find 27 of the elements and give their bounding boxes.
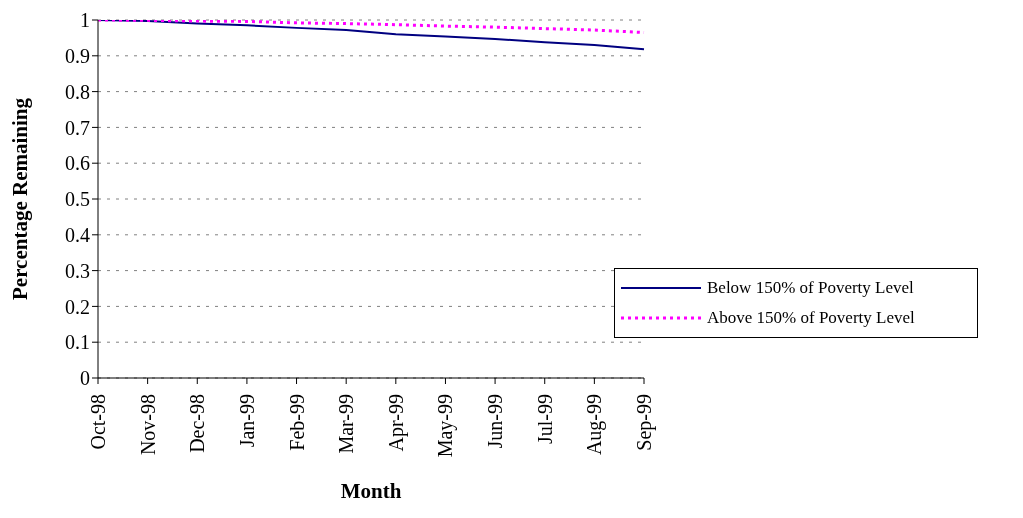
y-tick-label: 0.6 (65, 152, 90, 175)
x-tick-label: Oct-98 (87, 394, 109, 450)
y-tick-label: 0 (80, 367, 90, 390)
x-tick-label: Jun-99 (484, 394, 507, 449)
x-tick-label: Aug-99 (583, 394, 607, 456)
legend-label: Above 150% of Poverty Level (707, 307, 915, 329)
y-tick-label: 0.8 (65, 80, 90, 103)
x-tick-label: Dec-98 (186, 394, 209, 453)
x-tick-label: Sep-99 (633, 394, 656, 451)
x-tick-label: Jan-99 (235, 394, 258, 448)
y-tick-label: 0.9 (65, 44, 90, 67)
x-tick-label: Apr-99 (384, 394, 408, 452)
x-tick-label: Feb-99 (285, 394, 308, 451)
y-tick-label: 0.3 (65, 259, 90, 282)
legend-label: Below 150% of Poverty Level (707, 277, 914, 299)
y-axis-title: Percentage Remaining (8, 97, 33, 300)
y-tick-label: 0.1 (65, 331, 90, 354)
y-tick-label: 0.5 (65, 188, 90, 211)
y-tick-label: 1 (80, 9, 90, 32)
y-tick-label: 0.4 (65, 223, 90, 246)
y-tick-label: 0.2 (65, 295, 90, 318)
x-tick-label: Nov-98 (136, 394, 159, 456)
x-axis-title: Month (340, 479, 402, 503)
x-tick-label: Jul-99 (533, 394, 556, 444)
x-tick-label: Mar-99 (335, 394, 358, 454)
x-tick-label: May-99 (434, 394, 458, 458)
y-tick-label: 0.7 (65, 116, 90, 139)
